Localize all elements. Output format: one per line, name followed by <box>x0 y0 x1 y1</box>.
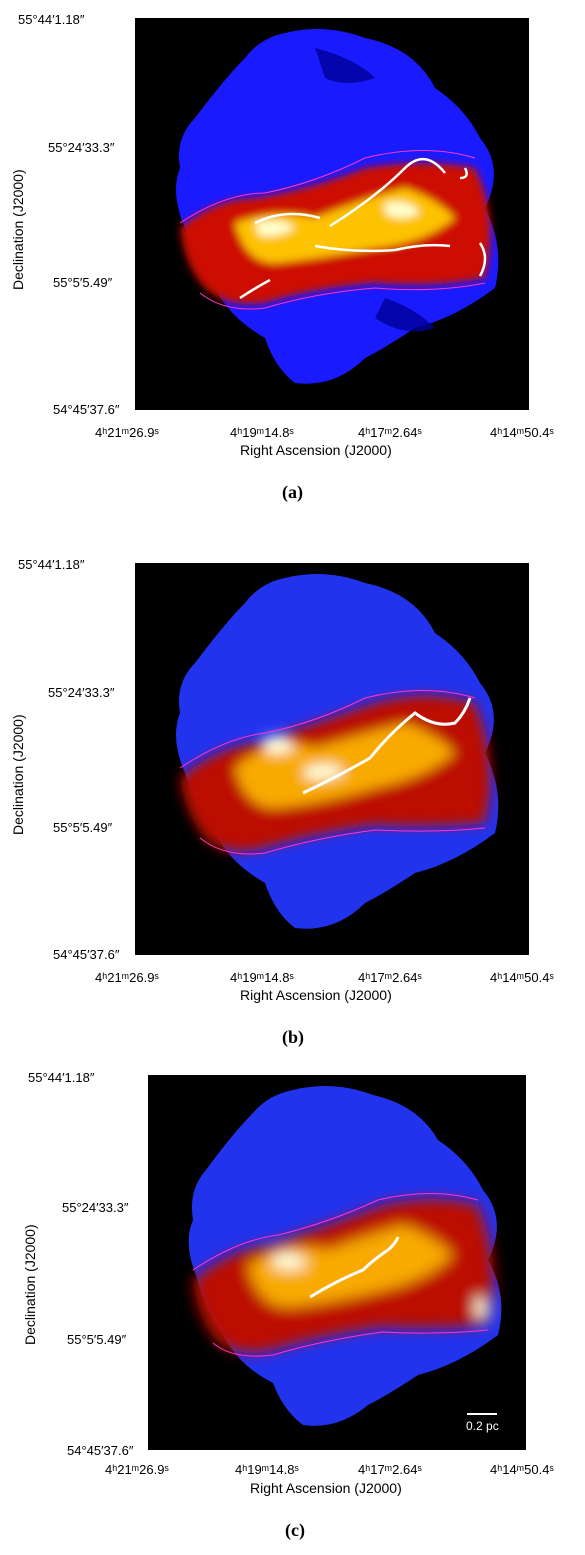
panel-caption: (a) <box>282 482 303 502</box>
filament <box>302 697 472 795</box>
darkblue-patches <box>315 48 435 332</box>
xtick-label: 4ʰ14ᵐ50.4ˢ <box>490 970 554 985</box>
map-b <box>135 563 529 955</box>
ytick-label: 55°5′5.49″ <box>53 820 113 835</box>
ytick-label: 55°44′1.18″ <box>18 557 85 572</box>
contour <box>179 690 486 855</box>
filament <box>239 158 487 300</box>
y-axis-label: Declination (J2000) <box>10 714 26 835</box>
xtick-label: 4ʰ19ᵐ14.8ˢ <box>235 1462 299 1477</box>
map-c: 0.2 pc <box>148 1075 526 1450</box>
image-a <box>176 29 499 384</box>
y-axis-label: Declination (J2000) <box>10 169 26 290</box>
xtick-label: 4ʰ14ᵐ50.4ˢ <box>490 425 554 440</box>
xtick-label: 4ʰ19ᵐ14.8ˢ <box>230 970 294 985</box>
contour <box>179 150 486 310</box>
x-axis-label: Right Ascension (J2000) <box>240 987 392 1003</box>
ytick-label: 55°5′5.49″ <box>67 1332 127 1347</box>
ytick-label: 55°24′33.3″ <box>48 140 115 155</box>
scale-bar: 0.2 pc <box>466 1413 499 1433</box>
filament <box>309 1236 400 1299</box>
panel-caption: (c) <box>285 1520 305 1540</box>
x-axis-label: Right Ascension (J2000) <box>250 1480 402 1496</box>
peak-region <box>265 736 345 780</box>
xtick-label: 4ʰ19ᵐ14.8ˢ <box>230 425 294 440</box>
scale-bar-label: 0.2 pc <box>466 1419 499 1433</box>
ytick-label: 55°5′5.49″ <box>53 275 113 290</box>
ytick-label: 55°24′33.3″ <box>48 685 115 700</box>
panel-caption: (b) <box>282 1027 304 1047</box>
ytick-label: 55°24′33.3″ <box>62 1200 129 1215</box>
xtick-label: 4ʰ21ᵐ26.9ˢ <box>105 1462 169 1477</box>
y-axis-label: Declination (J2000) <box>22 1224 38 1345</box>
map-a <box>135 18 529 410</box>
image-c <box>188 1086 502 1426</box>
panel-b: 55°44′1.18″ 55°24′33.3″ 55°5′5.49″ 54°45… <box>0 545 585 1055</box>
xtick-label: 4ʰ21ᵐ26.9ˢ <box>95 970 159 985</box>
xtick-label: 4ʰ14ᵐ50.4ˢ <box>490 1462 554 1477</box>
ytick-label: 55°44′1.18″ <box>18 12 85 27</box>
ytick-label: 54°45′37.6″ <box>67 1443 134 1458</box>
yellow-region <box>248 1225 453 1307</box>
peak-region <box>273 1252 487 1320</box>
panel-a: 55°44′1.18″ 55°24′33.3″ 55°5′5.49″ 54°45… <box>0 0 585 510</box>
xtick-label: 4ʰ17ᵐ2.64ˢ <box>358 970 422 985</box>
xtick-label: 4ʰ21ᵐ26.9ˢ <box>95 425 159 440</box>
ytick-label: 54°45′37.6″ <box>53 947 120 962</box>
ytick-label: 55°44′1.18″ <box>28 1070 95 1085</box>
scale-bar-line <box>467 1413 498 1415</box>
peak-region <box>255 201 420 237</box>
image-b <box>176 574 499 929</box>
xtick-label: 4ʰ17ᵐ2.64ˢ <box>358 1462 422 1477</box>
ytick-label: 54°45′37.6″ <box>53 402 120 417</box>
x-axis-label: Right Ascension (J2000) <box>240 442 392 458</box>
contour <box>192 1193 489 1357</box>
panel-c: 0.2 pc 55°44′1.18″ 55°24′33.3″ 55°5′5.49… <box>0 1060 585 1555</box>
xtick-label: 4ʰ17ᵐ2.64ˢ <box>358 425 422 440</box>
